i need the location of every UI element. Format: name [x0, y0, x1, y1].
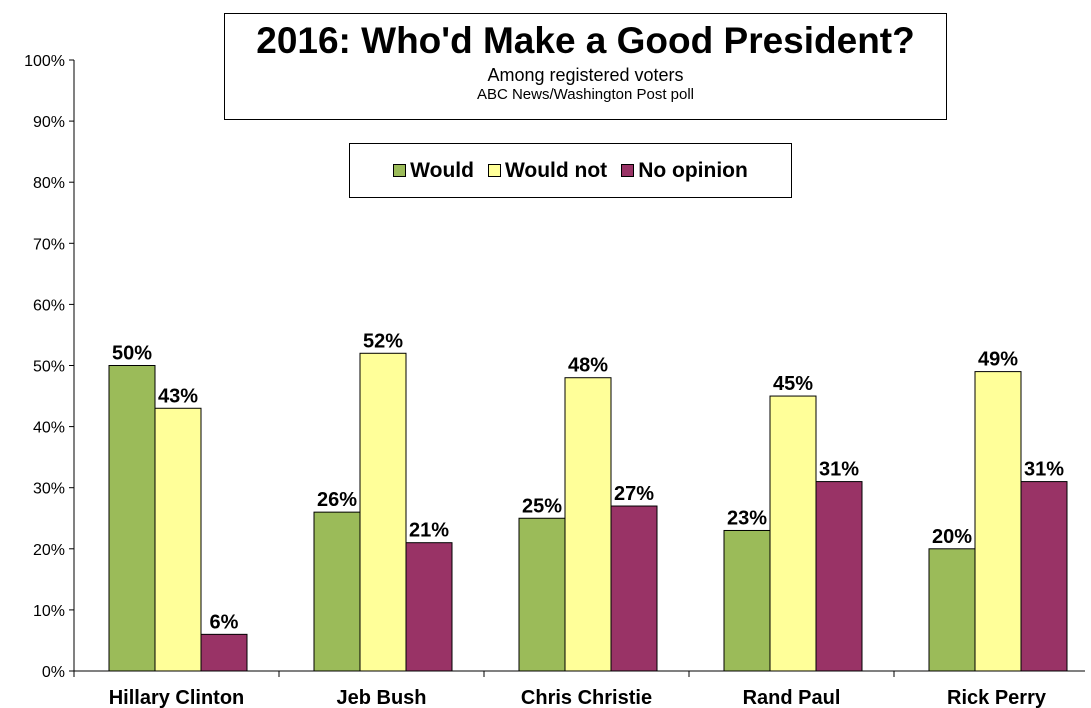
data-label: 26%: [317, 489, 357, 511]
legend-item-no-opinion: No opinion: [621, 159, 748, 183]
bar: [723, 529, 771, 672]
data-label: 6%: [210, 611, 239, 633]
bar: [200, 633, 248, 672]
data-label: 45%: [773, 373, 813, 395]
x-tick-label: Hillary Clinton: [109, 687, 245, 708]
y-tick-label: 70%: [33, 236, 65, 253]
data-label: 48%: [568, 355, 608, 377]
y-tick-label: 40%: [33, 420, 65, 437]
y-tick-label: 20%: [33, 542, 65, 559]
bar: [974, 371, 1022, 672]
data-label: 31%: [1024, 459, 1064, 481]
bar: [405, 542, 453, 672]
y-tick-label: 80%: [33, 175, 65, 192]
legend-swatch-no-opinion: [621, 164, 635, 177]
y-tick-label: 60%: [33, 297, 65, 314]
chart-subtitle: Among registered voters: [487, 65, 684, 85]
data-label: 43%: [158, 385, 198, 407]
x-tick-label: Rand Paul: [743, 687, 841, 708]
bar: [1020, 481, 1068, 672]
data-label: 49%: [978, 349, 1018, 371]
x-tick-label: Jeb Bush: [336, 687, 426, 708]
legend-label-no-opinion: No opinion: [638, 158, 748, 182]
y-tick-label: 90%: [33, 114, 65, 131]
bar: [928, 548, 976, 672]
data-label: 52%: [363, 330, 403, 352]
y-tick-label: 0%: [42, 664, 65, 681]
y-tick-label: 30%: [33, 481, 65, 498]
legend-item-would-not: Would not: [487, 158, 608, 183]
data-label: 27%: [614, 483, 654, 505]
legend-label-would: Would: [410, 158, 474, 182]
bar: [359, 352, 407, 672]
bars: [108, 352, 1068, 672]
legend: Would Would not No opinion: [349, 143, 792, 198]
data-label: 20%: [932, 526, 972, 548]
y-tick-label: 50%: [33, 359, 65, 376]
data-labels: 50% 26% 25% 23% 20% 43% 52% 48% 45% 49% 6% 21% 27% 31…: [112, 330, 1064, 633]
bar: [108, 365, 156, 672]
x-tick-label: Rick Perry: [947, 687, 1047, 708]
y-tick-label: 100%: [24, 53, 65, 70]
chart-source: ABC News/Washington Post poll: [476, 86, 695, 103]
data-label: 21%: [409, 520, 449, 542]
data-label: 23%: [727, 507, 767, 529]
data-label: 25%: [522, 495, 562, 517]
bar: [815, 481, 863, 672]
legend-swatch-would-not: [487, 164, 501, 177]
title-box: 2016: Who'd Make a Good President? Among…: [224, 13, 947, 120]
x-tick-label: Chris Christie: [521, 687, 652, 708]
bar: [769, 395, 817, 672]
bar: [154, 407, 202, 672]
bar: [610, 505, 658, 672]
bar: [518, 517, 566, 672]
legend-label-would-not: Would not: [504, 158, 608, 182]
bar: [313, 511, 361, 672]
legend-item-would: Would: [393, 159, 474, 183]
bar: [564, 377, 612, 672]
y-tick-label: 10%: [33, 603, 65, 620]
data-label: 31%: [819, 459, 859, 481]
data-label: 50%: [112, 343, 152, 365]
legend-swatch-would: [393, 164, 407, 177]
chart-title: 2016: Who'd Make a Good President?: [256, 20, 915, 61]
